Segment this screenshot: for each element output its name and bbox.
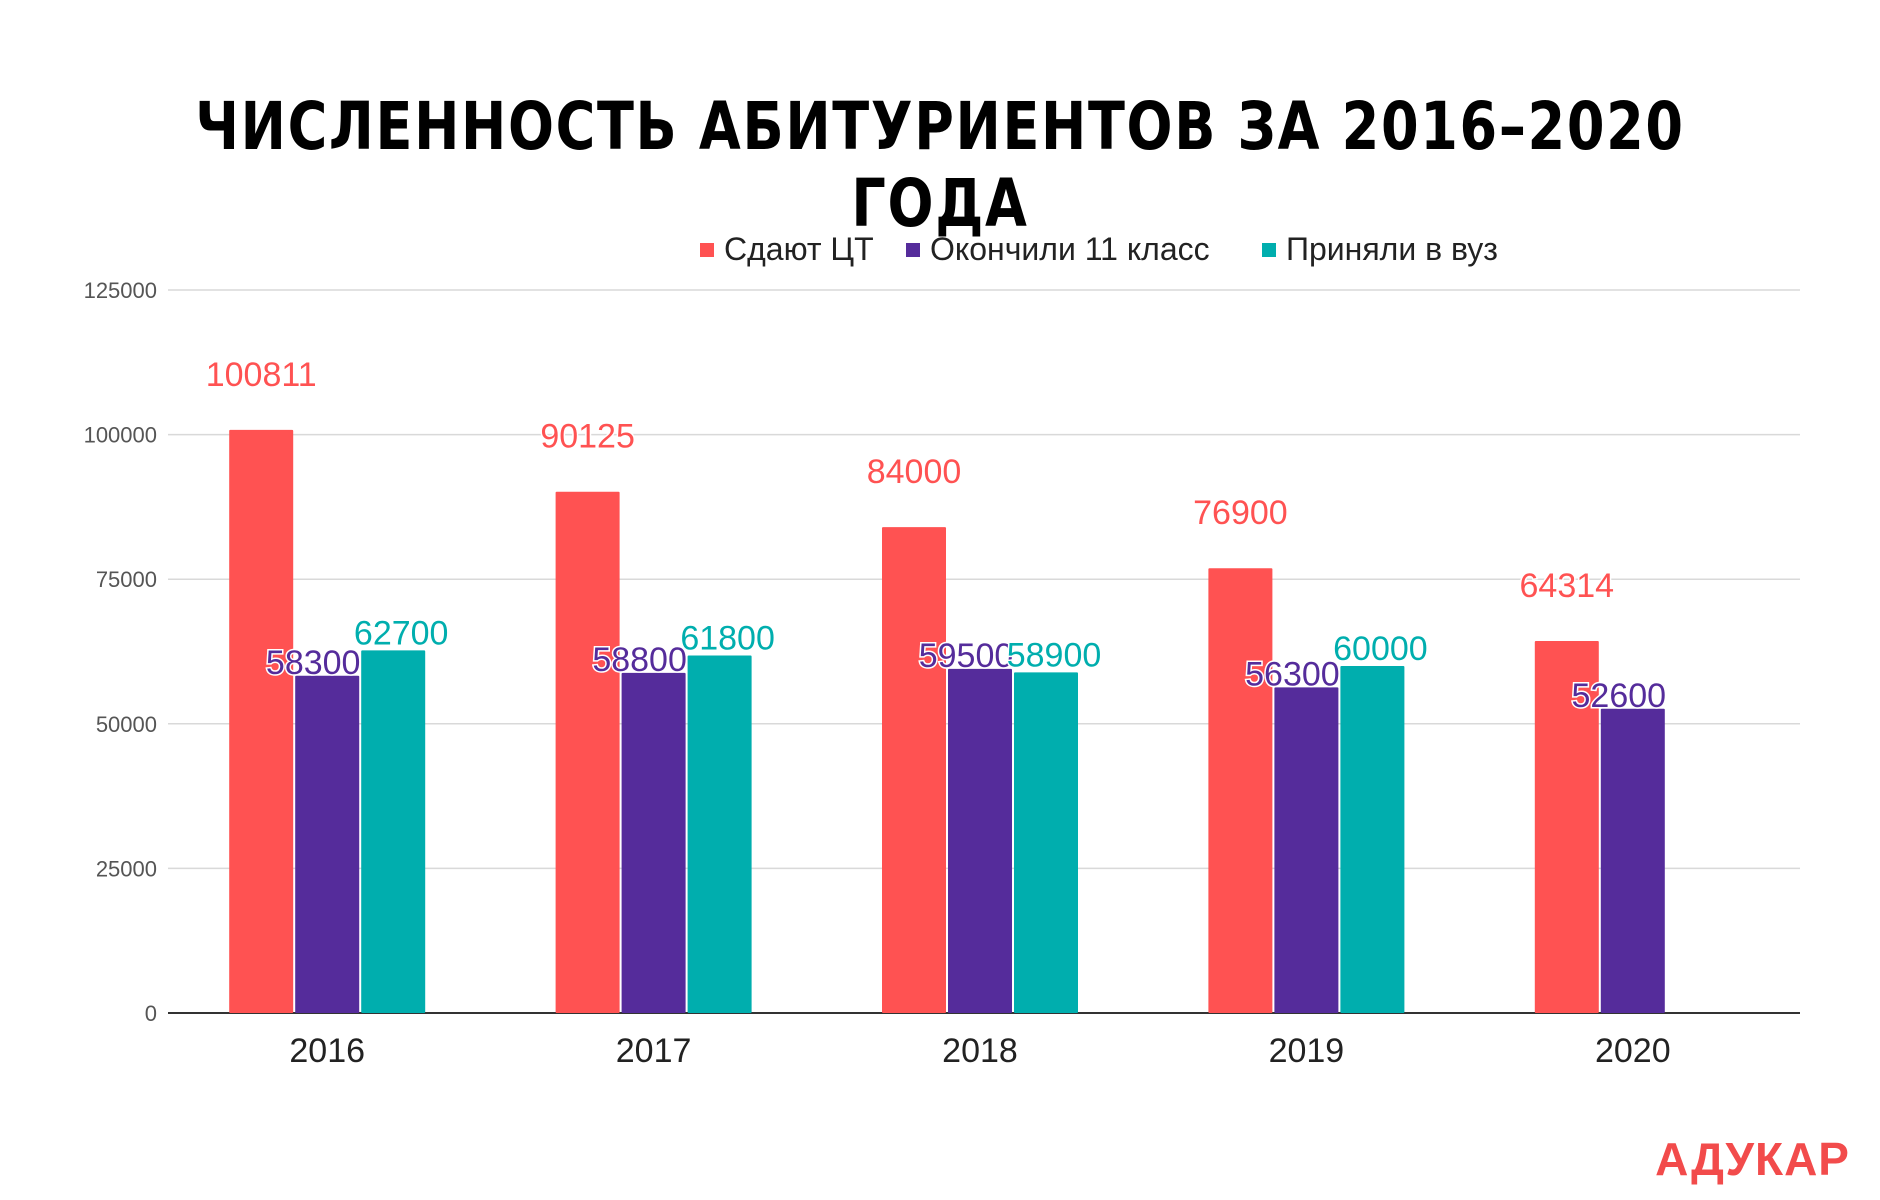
chart-title: ЧИСЛЕННОСТЬ АБИТУРИЕНТОВ ЗА 2016–2020 ГО… xyxy=(195,88,1685,242)
data-label: 58900 xyxy=(1007,636,1102,674)
legend-swatch-2 xyxy=(906,243,920,257)
bar-2018-series-2 xyxy=(948,668,1012,1013)
y-tick-label: 25000 xyxy=(96,856,157,881)
bar-2016-series-2 xyxy=(295,675,360,1013)
gridlines: 0 25000 50000 75000 100000 125000 xyxy=(84,278,1800,1026)
data-label: 61800 xyxy=(680,620,775,658)
bar-2017-series-3 xyxy=(687,655,752,1013)
data-label: 64314 xyxy=(1520,567,1615,605)
data-label: 100811 xyxy=(206,356,317,394)
legend: Сдают ЦТ Окончили 11 класс Приняли в вуз xyxy=(700,231,1498,267)
x-tick-label: 2019 xyxy=(1269,1032,1345,1070)
data-label: 84000 xyxy=(867,453,962,491)
bar-2016-series-1 xyxy=(229,429,294,1013)
x-tick-label: 2020 xyxy=(1595,1032,1671,1070)
bar-2018-series-1 xyxy=(882,527,946,1013)
data-label: 58800 xyxy=(592,641,687,679)
bar-2020-series-1 xyxy=(1534,641,1599,1013)
data-label: 52600 xyxy=(1572,677,1667,715)
bar-2017-series-1 xyxy=(555,491,620,1013)
y-tick-label: 0 xyxy=(145,1001,157,1026)
y-tick-label: 75000 xyxy=(96,567,157,592)
data-label: 90125 xyxy=(540,418,635,456)
legend-swatch-1 xyxy=(700,243,714,257)
legend-swatch-3 xyxy=(1262,243,1276,257)
legend-label: Сдают ЦТ xyxy=(724,231,874,267)
y-tick-label: 125000 xyxy=(84,278,157,303)
bar-2020-series-2 xyxy=(1600,708,1665,1013)
data-label: 60000 xyxy=(1333,630,1428,668)
data-label: 62700 xyxy=(354,614,449,652)
bar-2019-series-1 xyxy=(1208,568,1273,1013)
legend-label: Окончили 11 класс xyxy=(930,231,1210,267)
x-tick-label: 2017 xyxy=(616,1032,692,1070)
legend-label: Приняли в вуз xyxy=(1286,231,1498,267)
x-tick-label: 2018 xyxy=(942,1032,1018,1070)
bar-2019-series-2 xyxy=(1274,687,1339,1013)
data-label: 56300 xyxy=(1245,655,1340,693)
bar-2019-series-3 xyxy=(1340,665,1405,1013)
x-tick-label: 2016 xyxy=(289,1032,365,1070)
data-label: 59500 xyxy=(919,637,1014,675)
data-label: 58300 xyxy=(266,644,361,682)
data-label: 76900 xyxy=(1193,494,1288,532)
y-tick-label: 50000 xyxy=(96,712,157,737)
adukar-logo: АДУКАР xyxy=(1655,1133,1850,1185)
bar-2017-series-2 xyxy=(621,672,686,1013)
y-tick-label: 100000 xyxy=(84,423,157,448)
bar-2016-series-3 xyxy=(361,650,426,1013)
bar-2018-series-3 xyxy=(1014,672,1078,1013)
bars xyxy=(229,429,1665,1013)
